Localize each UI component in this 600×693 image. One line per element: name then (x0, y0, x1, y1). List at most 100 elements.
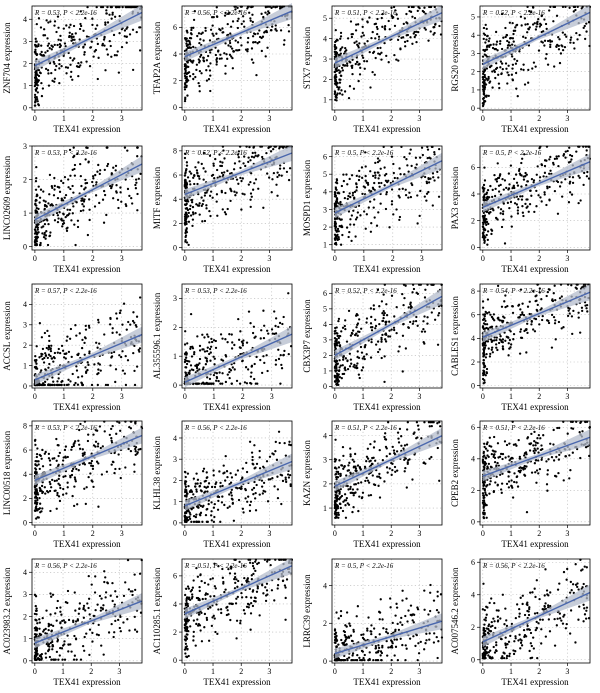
data-point (75, 369, 79, 372)
data-point (585, 304, 589, 307)
data-point (48, 334, 51, 338)
data-point (348, 352, 351, 355)
data-point (72, 35, 75, 38)
y-tick-label: 1 (471, 86, 475, 95)
data-point (238, 48, 241, 52)
data-point (64, 193, 68, 197)
data-point (507, 64, 510, 67)
x-tick-label: 0 (333, 114, 337, 123)
data-point (346, 197, 349, 201)
data-point (519, 328, 523, 331)
data-point (36, 91, 39, 94)
data-point (493, 70, 497, 74)
data-point (185, 72, 188, 76)
data-point (68, 148, 72, 152)
data-point (210, 510, 213, 513)
data-point (221, 208, 224, 211)
data-point (34, 468, 38, 471)
data-point (485, 192, 488, 196)
x-tick-label: 3 (120, 392, 124, 401)
data-point (37, 516, 40, 519)
data-point (515, 203, 519, 206)
data-point (538, 323, 541, 326)
data-point (190, 368, 193, 371)
data-point (198, 84, 201, 88)
data-point (499, 212, 502, 215)
data-point (87, 363, 90, 366)
data-point (431, 204, 434, 207)
data-point (110, 172, 113, 175)
data-point (346, 64, 349, 67)
data-point (46, 356, 49, 360)
data-point (546, 187, 549, 190)
y-tick-label: 3 (323, 205, 327, 214)
data-point (508, 338, 512, 342)
data-point (535, 173, 538, 176)
data-point (516, 206, 520, 209)
x-tick-label: 2 (537, 114, 541, 123)
data-point (70, 35, 73, 38)
data-point (185, 40, 188, 43)
data-point (189, 183, 192, 186)
data-point (335, 83, 338, 87)
data-point (203, 194, 207, 197)
data-point (110, 437, 113, 440)
data-point (51, 376, 54, 379)
data-point (214, 157, 217, 161)
data-point (45, 230, 48, 233)
data-point (115, 5, 118, 9)
data-point (423, 6, 426, 9)
data-point (47, 42, 51, 45)
data-point (85, 60, 88, 63)
y-axis-label: ZNF704 expression (2, 22, 12, 94)
data-point (573, 47, 576, 50)
data-point (338, 376, 341, 379)
data-point (482, 327, 486, 330)
data-point (266, 172, 269, 175)
data-point (196, 369, 199, 372)
data-point (130, 196, 133, 200)
data-point (37, 68, 41, 72)
data-point (485, 67, 489, 70)
y-tick-label: 8 (23, 422, 27, 431)
data-point (192, 59, 195, 62)
data-point (421, 153, 425, 157)
data-point (261, 155, 264, 159)
data-point (525, 206, 528, 209)
data-point (491, 339, 494, 342)
data-point (361, 176, 364, 179)
data-point (73, 174, 77, 177)
data-point (111, 11, 114, 14)
data-point (565, 35, 568, 38)
data-point (382, 316, 385, 320)
data-point (219, 481, 222, 485)
data-point (230, 55, 233, 58)
data-point (82, 29, 85, 32)
data-point (105, 12, 108, 15)
data-point (45, 218, 48, 221)
data-point (396, 177, 399, 180)
data-point (253, 362, 256, 366)
data-point (121, 350, 124, 353)
data-point (184, 172, 187, 175)
data-point (92, 177, 95, 180)
data-point (431, 172, 435, 175)
data-point (387, 179, 390, 182)
data-point (61, 222, 65, 226)
data-point (337, 53, 341, 57)
data-point (557, 44, 560, 48)
data-point (86, 368, 89, 372)
data-point (537, 17, 540, 21)
data-point (511, 311, 515, 315)
data-point (398, 218, 401, 222)
data-point (347, 309, 351, 313)
data-point (334, 380, 337, 383)
data-point (375, 224, 379, 227)
data-point (350, 239, 353, 243)
data-point (34, 48, 37, 51)
data-point (520, 161, 523, 165)
data-point (256, 32, 259, 35)
plot-frame (331, 283, 443, 389)
data-point (119, 191, 122, 194)
data-point (88, 198, 91, 201)
